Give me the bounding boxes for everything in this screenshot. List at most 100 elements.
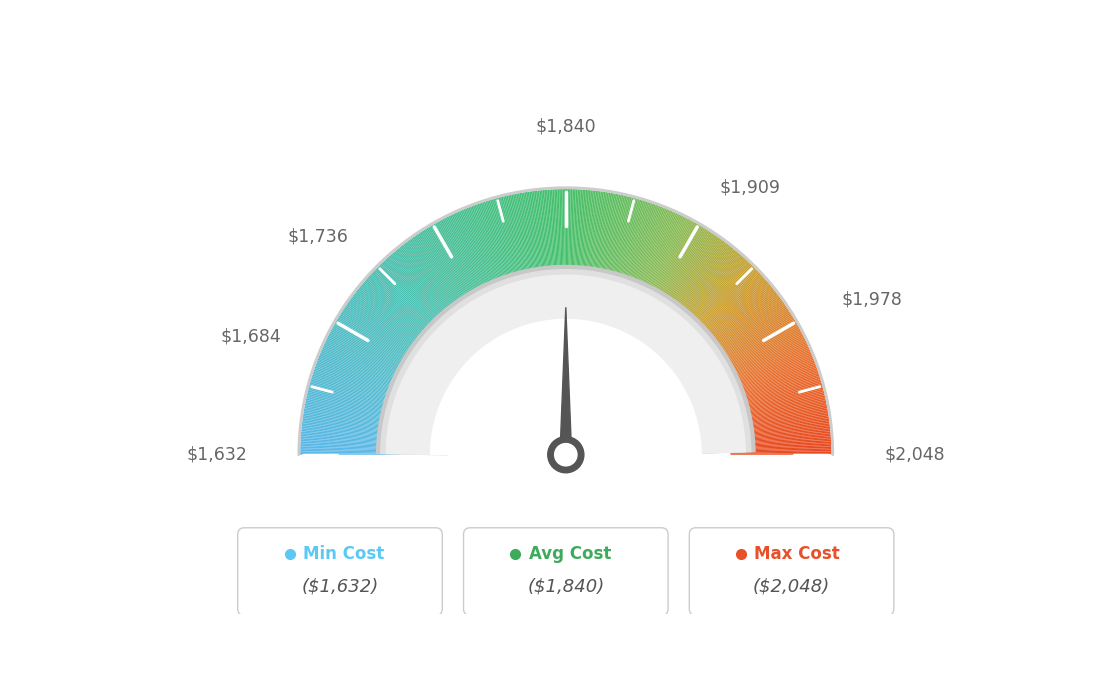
Polygon shape xyxy=(440,219,489,309)
Polygon shape xyxy=(679,262,750,336)
Polygon shape xyxy=(346,306,429,363)
Polygon shape xyxy=(684,270,758,342)
Polygon shape xyxy=(623,206,659,300)
Polygon shape xyxy=(617,202,649,298)
Polygon shape xyxy=(596,193,616,293)
Polygon shape xyxy=(624,206,660,301)
Polygon shape xyxy=(307,392,406,417)
Polygon shape xyxy=(315,368,411,402)
Polygon shape xyxy=(730,423,830,436)
Polygon shape xyxy=(650,227,704,314)
Polygon shape xyxy=(658,234,715,319)
Text: Max Cost: Max Cost xyxy=(754,545,840,563)
Polygon shape xyxy=(614,201,645,297)
Polygon shape xyxy=(654,230,710,316)
Polygon shape xyxy=(725,391,824,416)
Polygon shape xyxy=(609,199,638,296)
Polygon shape xyxy=(587,191,603,292)
Polygon shape xyxy=(424,230,478,315)
Polygon shape xyxy=(591,192,607,292)
Text: $2,048: $2,048 xyxy=(884,446,945,464)
Polygon shape xyxy=(475,205,510,300)
Polygon shape xyxy=(411,238,470,321)
Polygon shape xyxy=(300,440,402,446)
Polygon shape xyxy=(720,359,814,396)
Polygon shape xyxy=(562,189,565,290)
Polygon shape xyxy=(606,197,631,295)
Polygon shape xyxy=(649,226,702,313)
Polygon shape xyxy=(443,219,490,309)
Polygon shape xyxy=(729,413,828,430)
Polygon shape xyxy=(316,363,411,399)
Polygon shape xyxy=(636,215,680,306)
Polygon shape xyxy=(431,225,482,313)
Polygon shape xyxy=(729,411,828,429)
Polygon shape xyxy=(331,328,421,377)
Text: $1,840: $1,840 xyxy=(535,118,596,136)
Polygon shape xyxy=(350,299,433,359)
Polygon shape xyxy=(414,236,473,319)
Polygon shape xyxy=(730,426,830,438)
Polygon shape xyxy=(404,243,467,324)
Polygon shape xyxy=(652,228,707,315)
Polygon shape xyxy=(438,221,487,310)
Polygon shape xyxy=(704,311,790,366)
Polygon shape xyxy=(723,379,821,408)
Polygon shape xyxy=(304,413,403,430)
Polygon shape xyxy=(731,443,831,448)
Polygon shape xyxy=(725,386,822,413)
Polygon shape xyxy=(715,344,808,387)
Polygon shape xyxy=(729,415,829,431)
Polygon shape xyxy=(309,384,407,412)
Polygon shape xyxy=(721,365,816,400)
Polygon shape xyxy=(396,249,461,328)
Polygon shape xyxy=(456,213,499,305)
Polygon shape xyxy=(651,228,705,315)
Polygon shape xyxy=(300,446,401,451)
Polygon shape xyxy=(661,239,722,322)
Polygon shape xyxy=(323,344,416,387)
Polygon shape xyxy=(588,192,604,292)
Polygon shape xyxy=(699,297,781,358)
Polygon shape xyxy=(593,193,611,293)
Polygon shape xyxy=(726,395,825,419)
Polygon shape xyxy=(729,417,829,432)
Text: $1,736: $1,736 xyxy=(287,228,348,246)
Polygon shape xyxy=(363,282,440,348)
Polygon shape xyxy=(698,295,778,356)
Polygon shape xyxy=(367,278,443,346)
Polygon shape xyxy=(657,233,713,318)
Polygon shape xyxy=(598,195,620,293)
Polygon shape xyxy=(464,209,503,303)
Polygon shape xyxy=(723,377,820,408)
Polygon shape xyxy=(418,233,475,318)
Polygon shape xyxy=(488,200,519,297)
Polygon shape xyxy=(707,317,794,370)
Polygon shape xyxy=(300,443,401,448)
Polygon shape xyxy=(724,382,821,411)
Polygon shape xyxy=(538,190,550,291)
Polygon shape xyxy=(439,220,488,310)
Polygon shape xyxy=(416,234,474,319)
Polygon shape xyxy=(436,222,487,311)
Polygon shape xyxy=(619,204,655,299)
Polygon shape xyxy=(544,190,553,290)
Polygon shape xyxy=(374,269,448,340)
Polygon shape xyxy=(519,193,538,293)
Polygon shape xyxy=(723,376,820,407)
Polygon shape xyxy=(444,218,491,308)
Text: ($2,048): ($2,048) xyxy=(753,578,830,595)
Polygon shape xyxy=(647,224,698,312)
Polygon shape xyxy=(394,251,460,329)
Polygon shape xyxy=(431,319,701,455)
Polygon shape xyxy=(336,321,424,373)
Polygon shape xyxy=(305,406,404,426)
Polygon shape xyxy=(301,426,402,438)
Polygon shape xyxy=(328,335,418,382)
Polygon shape xyxy=(459,211,500,304)
Polygon shape xyxy=(683,269,757,340)
Polygon shape xyxy=(402,245,465,325)
Polygon shape xyxy=(434,224,485,312)
Polygon shape xyxy=(487,201,518,297)
Polygon shape xyxy=(427,227,481,314)
